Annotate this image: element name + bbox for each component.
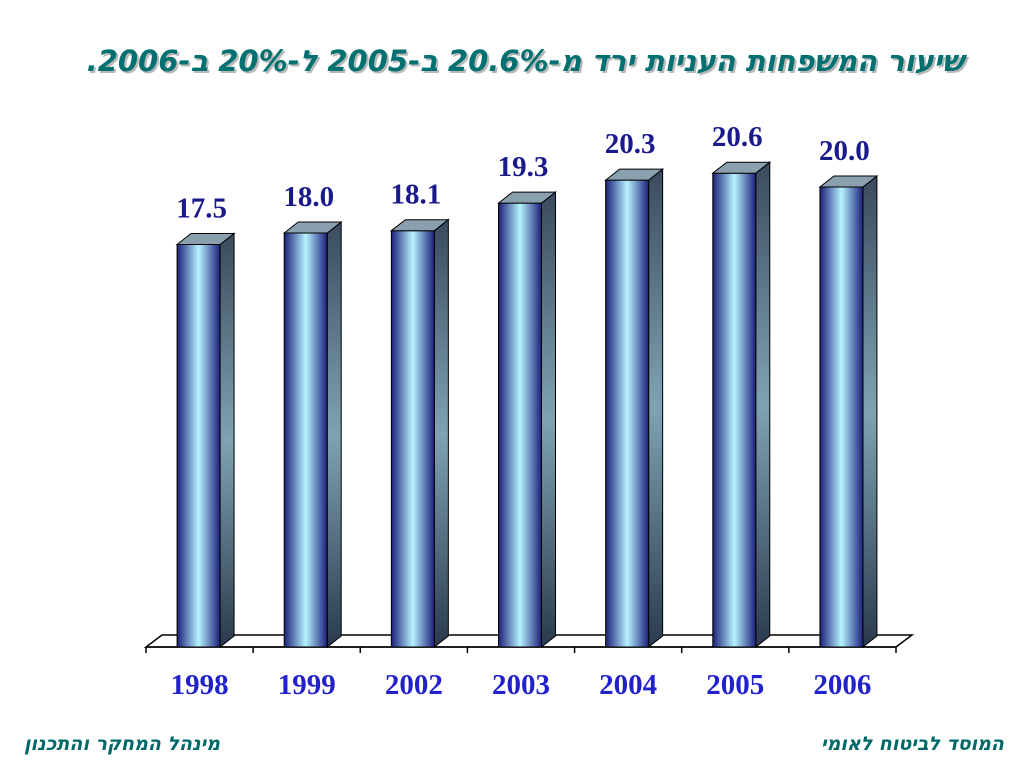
bar-top [175,233,236,245]
value-label: 20.0 [819,135,870,167]
slide-title: שיעור המשפחות העניות ירד מ-20.6% ב-2005 … [86,44,964,78]
bar-front [605,179,650,648]
value-label: 18.1 [390,179,441,211]
bar-2005 [711,161,772,649]
footer-department: מינהל המחקר והתכנון [24,733,220,755]
bar-top [282,221,343,234]
bar-1999 [282,220,343,649]
bar-2006 [818,174,879,649]
bar-side [862,174,878,649]
x-axis-ticks [145,647,897,653]
bar-chart: 17.5 18.0 18.1 19.3 20.3 20.6 20.0 1998 1999 200… [143,121,915,701]
bar-side [541,191,556,649]
category-label: 1999 [278,669,336,701]
footer-institute: המוסד לביטוח לאומי [821,733,1004,755]
bar-side [648,168,664,649]
value-label: 18.0 [283,181,334,213]
bar-front [283,232,328,648]
category-labels: 1998 1999 2002 2003 2004 2005 2006 [171,669,872,701]
category-label: 2005 [706,669,764,701]
category-label: 1998 [171,669,229,701]
bar-1998 [175,232,236,649]
bar-side [433,218,449,649]
category-label: 2002 [385,669,443,701]
bar-side [755,161,771,649]
bar-top [389,219,450,232]
bar-top [818,175,879,188]
value-label: 17.5 [176,193,227,225]
bar-2003 [497,191,557,649]
value-label: 19.3 [498,151,549,183]
bar-side [219,232,235,649]
bar-top [604,168,665,181]
bar-top [711,161,772,174]
bar-front [390,230,435,648]
bars [175,161,879,649]
bar-top [497,191,557,204]
bar-side [326,220,342,649]
bar-front [712,172,757,648]
bar-2002 [389,218,450,649]
bar-2004 [604,168,665,649]
value-label: 20.6 [712,121,763,153]
category-label: 2004 [599,669,657,701]
bar-front [498,202,542,648]
bar-front [176,244,221,648]
bar-front [819,186,864,648]
category-label: 2003 [492,669,550,701]
value-label: 20.3 [605,128,656,160]
value-labels: 17.5 18.0 18.1 19.3 20.3 20.6 20.0 [176,121,870,224]
category-label: 2006 [813,669,871,701]
